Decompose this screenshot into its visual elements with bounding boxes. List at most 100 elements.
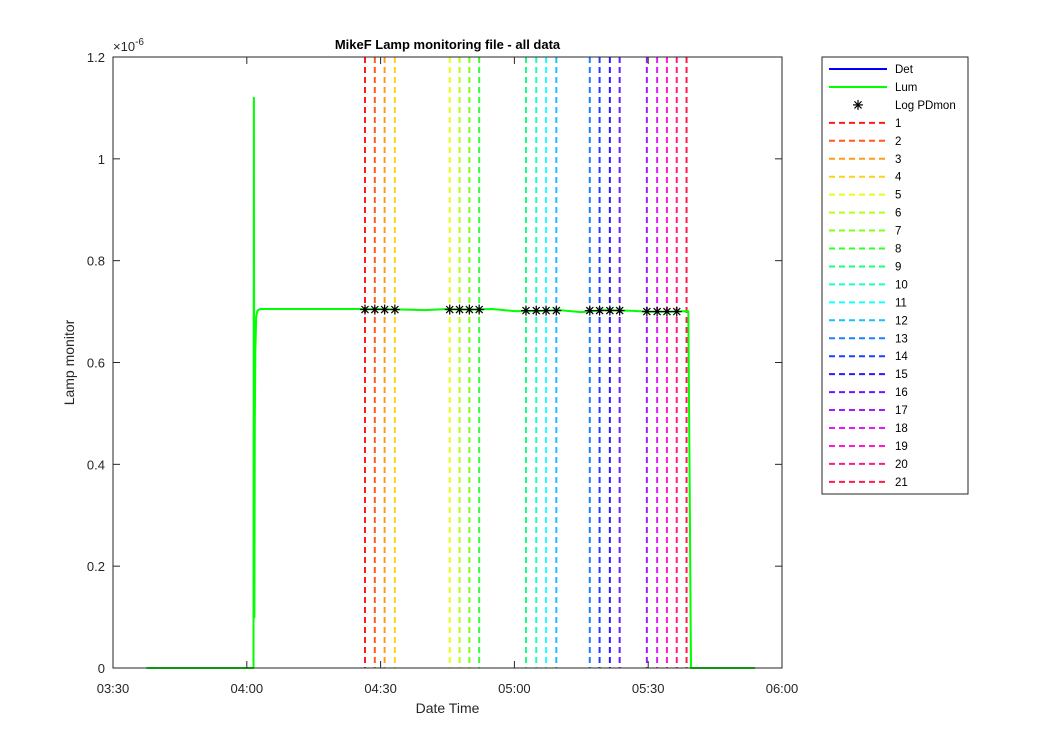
legend-item: 3 — [829, 154, 901, 166]
log-pdmon-point — [551, 305, 562, 316]
y-tick-label: 1.2 — [87, 50, 105, 65]
marker-lines-layer — [363, 57, 688, 668]
log-pdmon-point-stroke — [662, 307, 671, 316]
log-pdmon-point — [379, 304, 390, 315]
legend-label: 21 — [895, 477, 908, 489]
log-pdmon-point — [389, 304, 400, 315]
legend-item: 20 — [829, 459, 908, 471]
legend-label: Lum — [895, 82, 917, 94]
legend-swatch — [853, 99, 863, 110]
legend-label: 16 — [895, 387, 908, 399]
legend-label: 20 — [895, 459, 908, 471]
legend-item: 5 — [829, 190, 901, 202]
log-pdmon-point-stroke — [672, 307, 681, 316]
log-pdmon-point-stroke — [532, 306, 541, 315]
log-pdmon-point — [641, 306, 652, 317]
log-pdmon-point — [584, 305, 595, 316]
log-pdmon-point — [594, 305, 605, 316]
log-pdmon-point-stroke — [390, 305, 399, 314]
legend-label: 13 — [895, 333, 908, 345]
legend-item: 9 — [829, 261, 901, 273]
legend-item: 12 — [829, 315, 908, 327]
log-pdmon-point — [359, 304, 370, 315]
log-pdmon-point — [369, 304, 380, 315]
log-pdmon-point-stroke — [605, 306, 614, 315]
y-tick-label: 0.4 — [87, 457, 105, 472]
y-tick-label: 0.2 — [87, 559, 105, 574]
legend-label: 11 — [895, 297, 907, 309]
log-pdmon-point-stroke — [615, 306, 624, 315]
log-pdmon-point — [661, 306, 672, 317]
legend-label: 15 — [895, 369, 908, 381]
legend-label: 7 — [895, 226, 901, 238]
x-tick-label: 04:30 — [364, 681, 397, 696]
log-pdmon-point — [474, 304, 485, 315]
legend-item: 6 — [829, 208, 901, 220]
log-pdmon-point — [614, 305, 625, 316]
legend-label: 6 — [895, 208, 901, 220]
legend-label: 2 — [895, 136, 901, 148]
plot-area — [113, 57, 782, 668]
log-pdmon-point-stroke — [542, 306, 551, 315]
legend-item: Det — [829, 64, 914, 76]
legend-item: 2 — [829, 136, 901, 148]
x-tick-label: 04:00 — [231, 681, 264, 696]
legend-item: 19 — [829, 441, 908, 453]
log-pdmon-point — [604, 305, 615, 316]
axis-ticks-layer: 03:30 04:00 04:30 05:00 05:30 06:00 0 0.2 0.4 0.6… — [87, 50, 798, 696]
legend-item: 7 — [829, 226, 901, 238]
log-pdmon-point — [444, 304, 455, 315]
log-pdmon-point-stroke — [585, 306, 594, 315]
x-tick-label: 03:30 — [97, 681, 130, 696]
legend-label: Det — [895, 64, 914, 76]
log-pdmon-point-stroke — [653, 307, 662, 316]
log-pdmon-point — [520, 305, 531, 316]
log-pdmon-point-stroke — [455, 305, 464, 314]
log-pdmon-point-stroke — [445, 305, 454, 314]
legend-label: 12 — [895, 315, 908, 327]
log-pdmon-point-stroke — [475, 305, 484, 314]
legend-item: 11 — [829, 297, 907, 309]
x-tick-label: 05:30 — [632, 681, 665, 696]
legend-item: 21 — [829, 477, 908, 489]
log-pdmon-point-stroke — [522, 306, 530, 315]
legend-label: 9 — [895, 261, 901, 273]
y-exponent-base: ×10 — [113, 39, 135, 54]
legend-item: 14 — [829, 351, 908, 363]
legend-label: 14 — [895, 351, 908, 363]
chart-title: MikeF Lamp monitoring file - all data — [335, 37, 561, 52]
legend-label: 10 — [895, 279, 908, 291]
log-pdmon-points-layer — [359, 304, 682, 317]
legend-item: 13 — [829, 333, 908, 345]
log-pdmon-point — [531, 305, 542, 316]
legend-item: 17 — [829, 405, 908, 417]
legend-swatch-stroke — [854, 100, 862, 109]
legend-item: 4 — [829, 172, 902, 184]
log-pdmon-point — [671, 306, 682, 317]
x-tick-label: 06:00 — [766, 681, 799, 696]
log-pdmon-point-stroke — [552, 306, 561, 315]
log-pdmon-point-stroke — [380, 305, 389, 314]
legend-label: 1 — [895, 118, 901, 130]
log-pdmon-point-stroke — [465, 305, 474, 314]
x-axis-label: Date Time — [416, 700, 480, 716]
log-pdmon-point-stroke — [361, 305, 369, 314]
y-exponent: ×10-6 — [113, 37, 144, 54]
y-tick-label: 0.6 — [87, 356, 105, 371]
legend-item: 8 — [829, 244, 901, 256]
legend-item: 15 — [829, 369, 908, 381]
log-pdmon-point-stroke — [642, 307, 651, 316]
legend-item: 16 — [829, 387, 908, 399]
log-pdmon-point — [652, 306, 663, 317]
y-tick-label: 0 — [98, 661, 105, 676]
log-pdmon-point-stroke — [370, 305, 379, 314]
log-pdmon-point — [541, 305, 552, 316]
y-exponent-power: -6 — [135, 37, 144, 48]
legend-label: 5 — [895, 190, 901, 202]
legend-label: 19 — [895, 441, 908, 453]
y-axis-label: Lamp monitor — [61, 319, 77, 405]
x-tick-label: 05:00 — [498, 681, 531, 696]
legend-label: 18 — [895, 423, 908, 435]
